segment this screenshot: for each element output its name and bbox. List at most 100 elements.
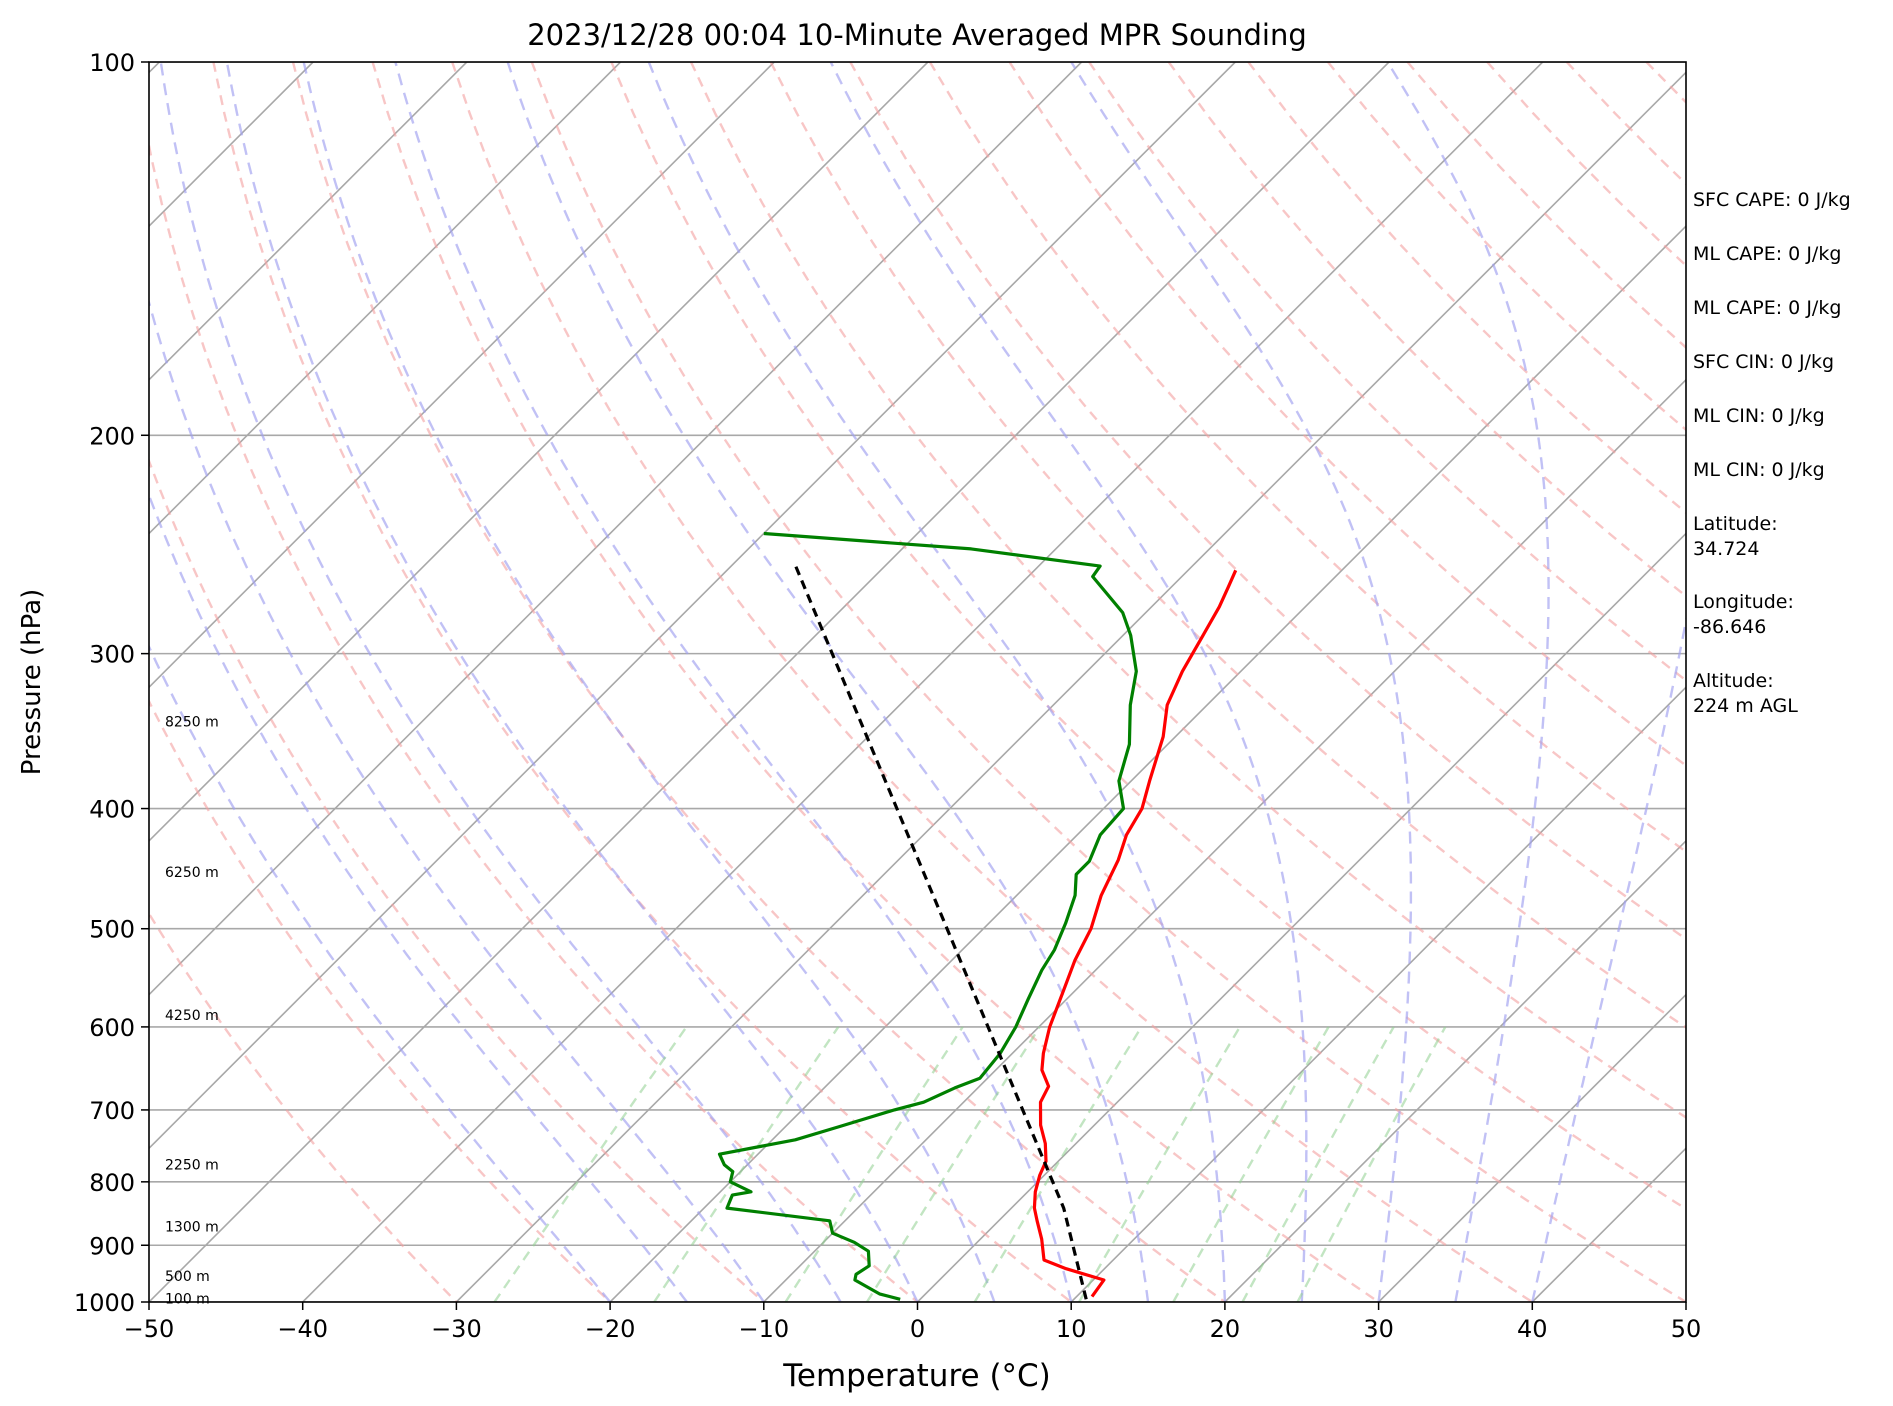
x-tick-label: −50: [124, 1315, 175, 1343]
isotherm-line: [609, 224, 1686, 1302]
info-line: Longitude: -86.646: [1693, 591, 1794, 638]
mixing-ratio-line: [1296, 1026, 1447, 1302]
isotherm-line: [149, 62, 622, 535]
dry-adiabat-line: [291, 62, 1226, 1302]
mixing-ratio-line: [784, 1026, 964, 1302]
x-tick-label: −10: [738, 1315, 789, 1343]
dry-adiabat-line: [1008, 62, 1686, 768]
x-tick-label: −40: [277, 1315, 328, 1343]
moist-adiabat-line: [159, 62, 842, 1302]
info-line: SFC CIN: 0 J/kg: [1693, 351, 1835, 373]
isotherm-line: [149, 62, 1236, 1150]
dry-adiabat-line: [928, 62, 1686, 854]
dry-adiabat-line: [689, 62, 1686, 1119]
moist-adiabat-line: [394, 62, 1073, 1302]
info-line: ML CAPE: 0 J/kg: [1693, 243, 1842, 265]
temperature-profile-line: [1032, 569, 1238, 1298]
x-tick-label: 30: [1363, 1315, 1394, 1343]
y-axis-label: Pressure (hPa): [17, 589, 47, 776]
dry-adiabat-line: [769, 62, 1686, 1029]
y-tick-label: 1000: [74, 1289, 135, 1317]
isotherm-line: [1224, 839, 1686, 1302]
mixing-ratio-line: [493, 1026, 688, 1302]
info-line: Latitude: 34.724: [1693, 513, 1778, 560]
x-tick-label: 50: [1671, 1315, 1702, 1343]
moist-adiabat-line: [302, 62, 996, 1302]
y-tick-label: 800: [89, 1169, 135, 1197]
y-tick-label: 400: [89, 796, 135, 824]
info-line: SFC CAPE: 0 J/kg: [1693, 189, 1851, 211]
moist-adiabat-line: [225, 62, 919, 1302]
isotherm-line: [455, 71, 1686, 1302]
isotherm-line: [1378, 993, 1686, 1302]
moist-adiabat-line: [506, 62, 1150, 1302]
grid-layer: [0, 62, 1686, 1302]
height-label: 100 m: [165, 1291, 210, 1307]
isotherm-line: [302, 62, 1544, 1302]
dry-adiabat-line: [1088, 62, 1686, 682]
height-label: 4250 m: [165, 1008, 219, 1024]
info-line: Altitude: 224 m AGL: [1693, 670, 1798, 717]
dry-adiabat-line: [149, 698, 611, 1302]
isotherm-line: [149, 62, 1390, 1302]
dry-adiabat-line: [610, 62, 1686, 1211]
isotherm-line: [149, 62, 1083, 996]
series-layer: [717, 531, 1238, 1301]
dry-adiabat-line: [1167, 62, 1686, 598]
moist-adiabat-line: [647, 62, 1227, 1302]
isotherm-line: [149, 62, 929, 843]
moist-adiabat-line: [829, 62, 1308, 1302]
x-tick-label: −30: [431, 1315, 482, 1343]
moist-adiabat-line: [1531, 614, 1686, 1302]
parcel-profile-line: [793, 563, 1088, 1300]
x-axis-label: Temperature (°C): [782, 1358, 1051, 1394]
height-label: 1300 m: [165, 1220, 219, 1236]
dry-adiabat-line: [530, 62, 1686, 1302]
y-axis-ticks: 100 200 300 400 500 600 700 800 900 1000: [74, 49, 149, 1317]
plot-frame: [148, 61, 1687, 1303]
y-tick-label: 700: [89, 1097, 135, 1125]
isotherm-line: [149, 62, 775, 689]
y-tick-label: 600: [89, 1014, 135, 1042]
x-tick-label: 10: [1056, 1315, 1087, 1343]
mixing-ratio-line: [1078, 1026, 1241, 1302]
height-label: 6250 m: [165, 865, 219, 881]
moist-adiabat-line: [1070, 62, 1413, 1302]
dry-adiabat-line: [149, 139, 919, 1302]
mixing-ratio-line: [653, 1026, 840, 1302]
dewpoint-profile-line: [717, 531, 1138, 1301]
x-tick-label: 20: [1210, 1315, 1241, 1343]
x-tick-label: 0: [910, 1315, 925, 1343]
isotherm-line: [916, 532, 1686, 1302]
isotherm-line: [0, 62, 6, 1302]
dry-adiabat-line: [149, 457, 765, 1302]
dry-adiabat-line: [212, 62, 1072, 1302]
mixing-ratio-line: [1241, 1026, 1395, 1302]
moist-adiabat-line: [149, 298, 765, 1302]
y-tick-label: 900: [89, 1232, 135, 1260]
dry-adiabat-line: [371, 62, 1380, 1302]
info-line: ML CIN: 0 J/kg: [1693, 459, 1825, 481]
height-label: 500 m: [165, 1269, 210, 1285]
y-tick-label: 500: [89, 916, 135, 944]
moist-adiabat-line: [1386, 62, 1550, 1302]
isotherm-line: [763, 378, 1686, 1302]
info-line: ML CIN: 0 J/kg: [1693, 405, 1825, 427]
mixing-ratio-line: [973, 1026, 1143, 1302]
height-labels: 8250 m 6250 m 4250 m 2250 m 1300 m 500 m 100 m: [165, 715, 219, 1308]
mixing-ratio-line: [865, 1026, 1041, 1302]
dry-adiabat-line: [451, 62, 1533, 1302]
y-tick-label: 300: [89, 641, 135, 669]
y-tick-label: 100: [89, 49, 135, 77]
x-axis-ticks: −50 −40 −30 −20 −10 0 10 20 30 40 50: [124, 1302, 1702, 1343]
height-label: 8250 m: [165, 715, 219, 731]
x-tick-label: 40: [1517, 1315, 1548, 1343]
info-line: ML CAPE: 0 J/kg: [1693, 297, 1842, 319]
isotherm-line: [1070, 686, 1686, 1302]
mixing-ratio-line: [1172, 1026, 1330, 1302]
moist-adiabat-line: [149, 492, 688, 1302]
isotherm-line: [149, 62, 468, 381]
dry-adiabat-line: [149, 911, 458, 1302]
chart-title: 2023/12/28 00:04 10-Minute Averaged MPR …: [527, 18, 1307, 52]
